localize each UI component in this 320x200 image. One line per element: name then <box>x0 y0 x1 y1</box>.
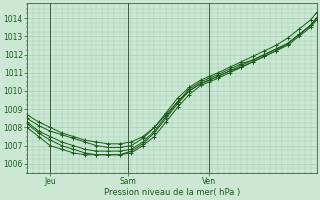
X-axis label: Pression niveau de la mer( hPa ): Pression niveau de la mer( hPa ) <box>104 188 240 197</box>
